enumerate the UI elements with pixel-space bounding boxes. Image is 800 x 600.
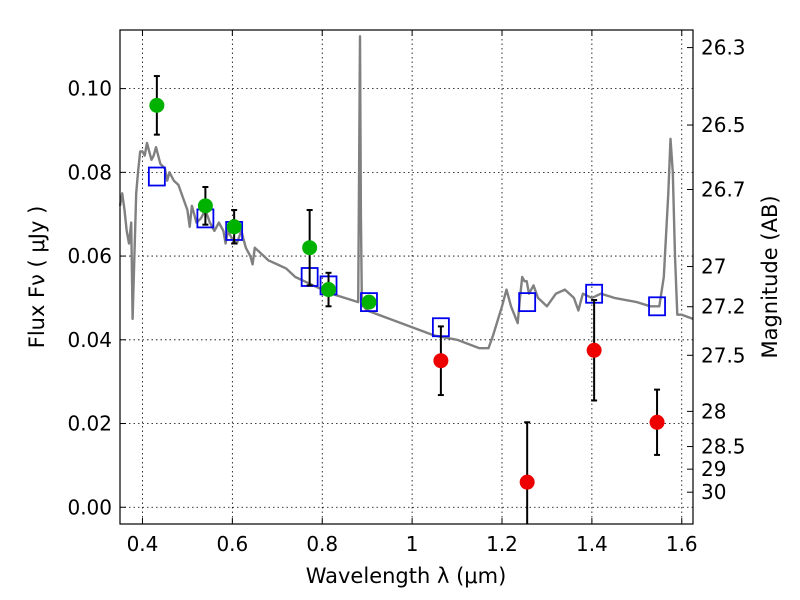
x-tick-label: 1.4 <box>576 532 608 556</box>
y-tick-label: 0.06 <box>67 244 112 268</box>
x-tick-label: 0.8 <box>306 532 338 556</box>
detection-point <box>226 219 242 235</box>
y-tick-label: 0.10 <box>67 77 112 101</box>
mag-tick-label: 28 <box>701 399 726 423</box>
x-tick-label: 1 <box>406 532 419 556</box>
detection-point <box>197 198 213 214</box>
mag-tick-label: 26.3 <box>701 36 746 60</box>
low-significance-point <box>649 414 665 430</box>
y-tick-label: 0.08 <box>67 160 112 184</box>
detection-point <box>149 97 165 113</box>
mag-tick-label: 30 <box>701 480 726 504</box>
x-tick-label: 0.4 <box>127 532 159 556</box>
axis-ticks: 0.4 0.6 0.8 1 1.2 1.4 1.6 0.00 0.02 0.04 0.06 0.08 0… <box>67 30 746 556</box>
detection-point <box>321 282 337 298</box>
mag-tick-label: 27.5 <box>701 343 746 367</box>
model-photometry-square <box>147 166 166 187</box>
mag-tick-label: 27.2 <box>701 295 746 319</box>
low-significance-point <box>586 342 602 358</box>
mag-tick-label: 29 <box>701 457 726 481</box>
low-significance-point <box>519 474 535 490</box>
y-tick-label: 0.00 <box>67 495 112 519</box>
y2-axis-title: Magnitude (AB) <box>758 195 782 358</box>
y-tick-label: 0.04 <box>67 328 112 352</box>
x-tick-label: 0.6 <box>216 532 248 556</box>
plot-frame <box>119 29 694 525</box>
y-tick-label: 0.02 <box>67 412 112 436</box>
x-tick-label: 1.2 <box>486 532 518 556</box>
model-photometry-square <box>518 292 537 313</box>
mag-tick-label: 26.5 <box>701 113 746 137</box>
detection-point <box>302 240 318 256</box>
low-significance-point <box>433 353 449 369</box>
detection-point <box>361 294 377 310</box>
x-tick-label: 1.6 <box>666 532 698 556</box>
mag-tick-label: 27 <box>701 255 726 279</box>
model-photometry-square <box>360 292 378 313</box>
grid-lines <box>120 30 693 524</box>
y-axis-title: Flux Fν ( μJy ) <box>25 206 49 349</box>
x-axis-title: Wavelength λ (μm) <box>306 564 507 588</box>
mag-tick-label: 26.7 <box>701 178 746 202</box>
plot-series <box>118 35 694 524</box>
mag-tick-label: 28.5 <box>701 435 746 459</box>
model-photometry-square <box>648 296 666 317</box>
